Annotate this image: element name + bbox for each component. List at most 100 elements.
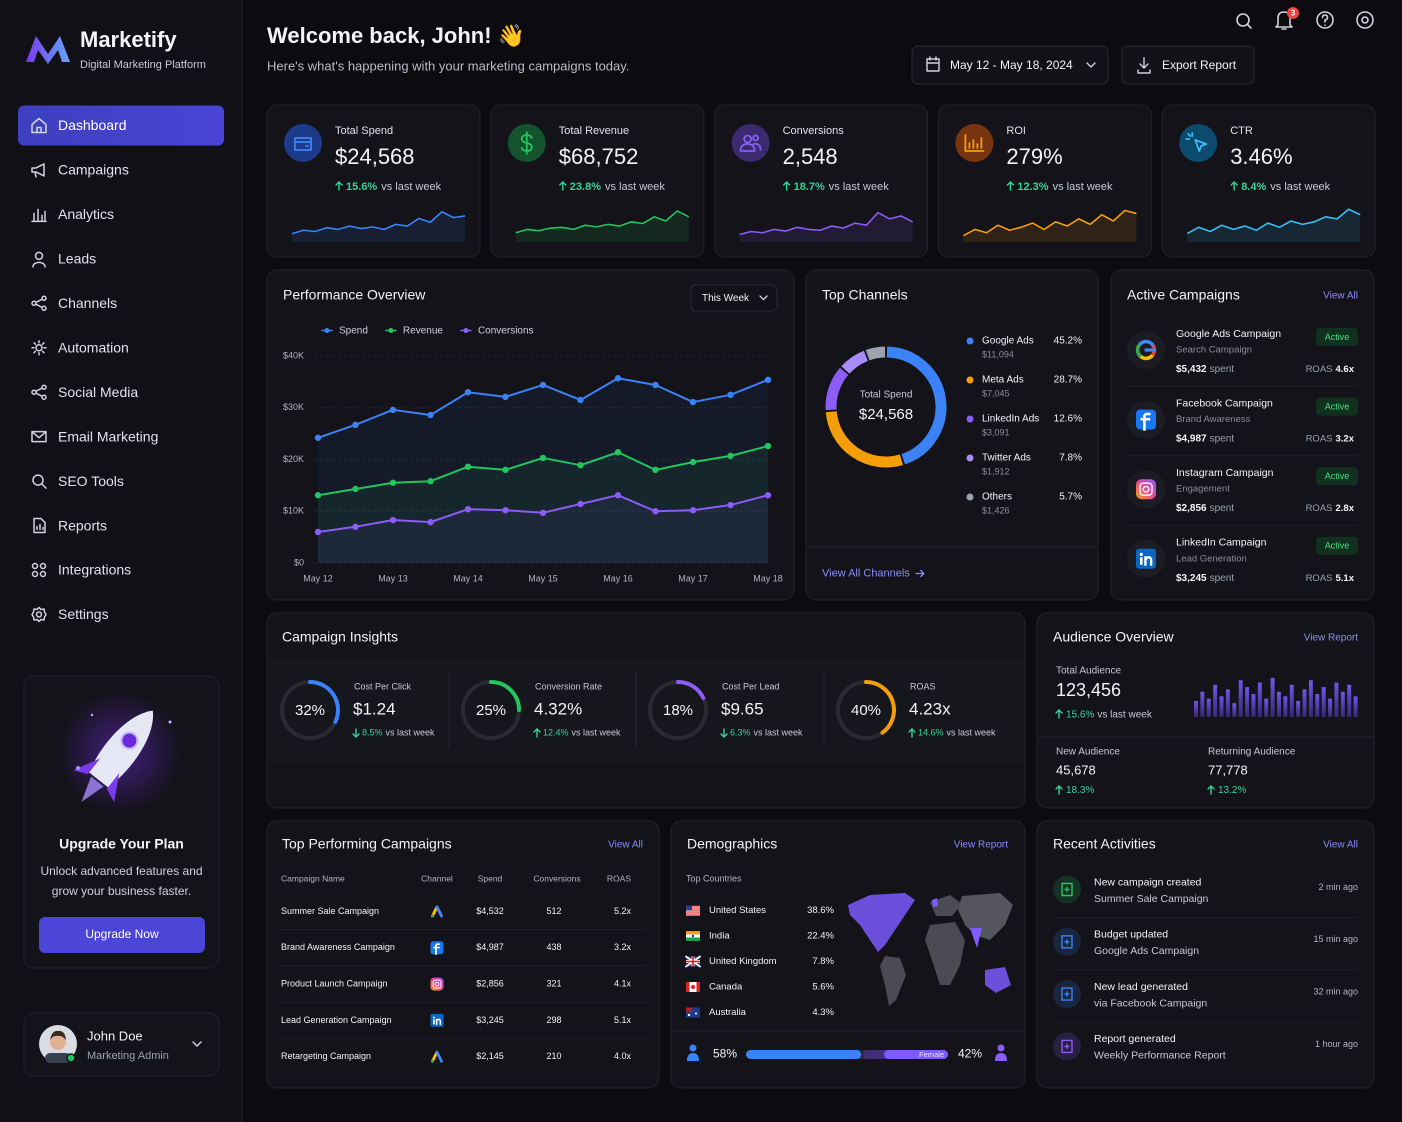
donut-center-value: $24,568 [859, 406, 913, 423]
activity-time: 32 min ago [1313, 986, 1358, 996]
male-icon [687, 1044, 699, 1061]
metric-value: $9.65 [721, 699, 764, 718]
metric-change: 8.5% [362, 728, 383, 738]
legend-marker [324, 328, 330, 333]
kpi-label: Total Spend [335, 125, 393, 137]
kpi-value: $68,752 [559, 144, 639, 169]
activities-card [1036, 820, 1375, 1089]
card-title: Active Campaigns [1127, 287, 1240, 303]
kpi-change-suffix: vs last week [381, 181, 441, 193]
map-africa [925, 922, 965, 985]
y-tick-label: $40K [283, 350, 304, 360]
legend-marker [388, 328, 394, 333]
star [168, 720, 172, 724]
search-icon[interactable] [1236, 13, 1252, 29]
table-cell: $4,987 [476, 942, 504, 952]
country-share: 7.8% [812, 956, 834, 967]
settings-icon[interactable] [1356, 11, 1374, 29]
line-point [577, 500, 584, 508]
nav-item[interactable]: Campaigns [31, 162, 129, 178]
map-south-america [880, 956, 906, 1006]
nav-item[interactable]: Automation [31, 339, 129, 356]
nav-item[interactable]: Email Marketing [31, 428, 158, 444]
nav-label: Leads [58, 251, 96, 267]
period-filter[interactable]: This Week [690, 284, 778, 312]
gauge-arc [676, 680, 706, 701]
audience-bar [1328, 698, 1333, 717]
filter-bg [690, 284, 778, 312]
date-range: May 12 - May 18, 2024 [950, 58, 1073, 72]
map-india [970, 928, 982, 948]
star [90, 713, 94, 717]
nav-item[interactable]: Settings [31, 606, 109, 623]
gauge-arc [864, 680, 896, 735]
arrow-down [720, 728, 728, 738]
audience-card [1036, 612, 1375, 809]
link[interactable]: View Report [1304, 633, 1359, 644]
ads-dot [430, 914, 435, 918]
table-cell: 3.2x [614, 942, 632, 952]
flag-part [686, 931, 700, 935]
active-campaigns-card [1110, 269, 1375, 601]
card-title: Top Channels [822, 287, 908, 303]
activity-icon [1061, 935, 1073, 949]
table-cell: 321 [546, 978, 561, 988]
nav-item[interactable]: Leads [32, 251, 96, 268]
upgrade-button[interactable]: Upgrade Now [39, 917, 205, 953]
map-uk [932, 898, 938, 907]
campaign-type: Lead Generation [1176, 553, 1247, 564]
text-line: $3,245 spent [1176, 572, 1234, 583]
nav-icon [31, 430, 47, 443]
help-icon[interactable] [1316, 11, 1334, 29]
stat-value: 45,678 [1056, 762, 1096, 777]
stat-label: New Audience [1056, 747, 1120, 758]
upgrade-button-bg [39, 917, 205, 953]
link[interactable]: View All [1323, 840, 1358, 851]
kpi-value: 3.46% [1230, 144, 1292, 169]
audience-bar [1308, 680, 1313, 717]
sparkline [515, 210, 690, 234]
metric-change-suffix: vs last week [754, 728, 804, 738]
view-all-channels[interactable]: View All Channels [822, 567, 925, 579]
kpi-change-suffix: vs last week [605, 181, 665, 193]
link[interactable]: View Report [954, 840, 1009, 851]
legend-marker [463, 328, 469, 333]
activity-icon [1061, 1039, 1073, 1054]
kpi-label: Total Revenue [559, 125, 629, 137]
nav-item[interactable]: Reports [33, 517, 107, 534]
nav-item[interactable]: Social Media [31, 384, 138, 400]
date-picker-bg [911, 45, 1109, 85]
avatar-face [50, 1034, 66, 1050]
kpi-change: 12.3% [1017, 181, 1048, 193]
line-point [727, 391, 734, 399]
stat-label: Total Audience [1056, 666, 1121, 677]
audience-bar [1340, 691, 1345, 717]
link[interactable]: View All [1323, 291, 1358, 302]
kpi-change-suffix: vs last week [1270, 181, 1330, 193]
nav-item[interactable]: Integrations [31, 562, 132, 578]
ig-square [1136, 479, 1156, 500]
export-button[interactable]: Export Report [1121, 45, 1255, 85]
table-cell: 298 [546, 1015, 561, 1025]
nav-item[interactable]: Channels [31, 295, 117, 312]
y-tick-label: $30K [283, 402, 304, 412]
nav-label: Channels [58, 295, 117, 311]
nav-item[interactable]: SEO Tools [32, 473, 124, 489]
nav-label: Analytics [58, 206, 114, 222]
kpi-icon [964, 134, 985, 152]
x-tick-label: May 18 [753, 573, 783, 583]
notification-badge [1287, 7, 1299, 19]
line-point [689, 507, 697, 514]
nav-item[interactable]: Analytics [31, 206, 114, 223]
channel-icon-linkedin [1136, 548, 1156, 569]
roas-label: ROAS [1306, 433, 1333, 444]
rocket-fins [73, 758, 120, 803]
date-range-picker[interactable]: May 12 - May 18, 2024 [911, 45, 1109, 85]
gauge-label: 18% [663, 702, 693, 719]
nav-item[interactable]: Dashboard [18, 105, 224, 146]
link[interactable]: View All [608, 840, 643, 851]
export-bg [1121, 45, 1255, 85]
line-point [539, 454, 547, 462]
y-tick-label: $10K [283, 506, 304, 516]
spent-suffix: spent [1210, 433, 1235, 444]
